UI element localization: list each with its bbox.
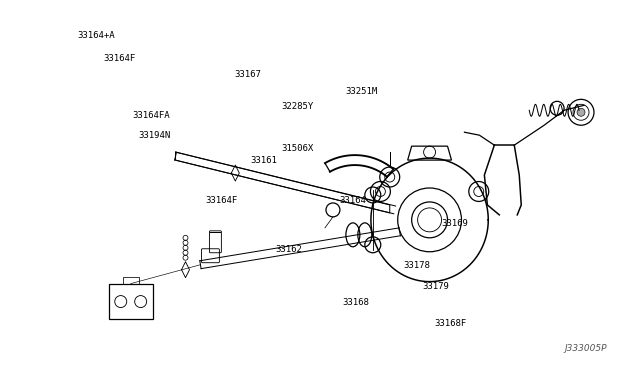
Text: 33164: 33164	[339, 196, 366, 205]
Text: 33162: 33162	[275, 244, 302, 253]
Text: J333005P: J333005P	[564, 344, 607, 353]
Text: 32285Y: 32285Y	[282, 102, 314, 111]
Text: 33167: 33167	[234, 70, 260, 79]
Text: 33164FA: 33164FA	[132, 111, 170, 120]
Text: 33179: 33179	[422, 282, 449, 291]
Text: 33169: 33169	[441, 219, 468, 228]
Text: 33251M: 33251M	[346, 87, 378, 96]
Text: 33194N: 33194N	[138, 131, 170, 141]
Text: 31506X: 31506X	[282, 144, 314, 153]
Circle shape	[577, 108, 585, 116]
Text: 33164F: 33164F	[103, 54, 136, 62]
Text: 33164F: 33164F	[205, 196, 237, 205]
Text: 33161: 33161	[250, 155, 276, 164]
Text: 33168F: 33168F	[435, 319, 467, 328]
Text: 33168: 33168	[342, 298, 369, 307]
Text: 33164+A: 33164+A	[77, 31, 115, 41]
Text: 33178: 33178	[403, 261, 430, 270]
